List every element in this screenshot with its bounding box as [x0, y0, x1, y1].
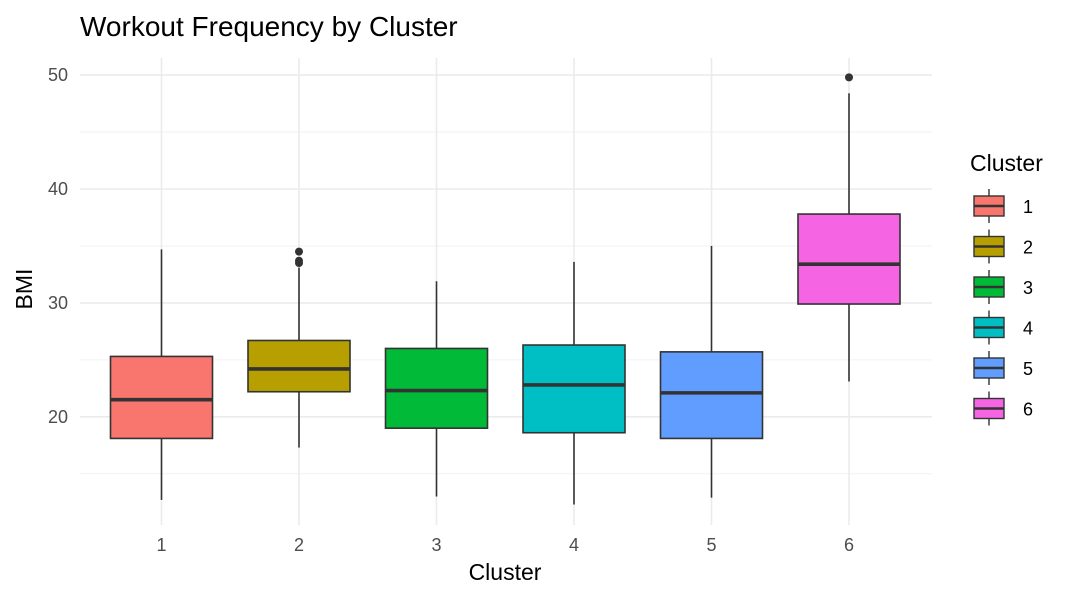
- y-tick-label: 30: [48, 293, 68, 313]
- box-cluster-1: [109, 249, 214, 500]
- y-tick-label: 40: [48, 179, 68, 199]
- legend-label: 5: [1023, 359, 1033, 379]
- legend-item-3: 3: [973, 270, 1033, 304]
- x-tick-label: 4: [569, 535, 579, 555]
- legend-item-4: 4: [973, 310, 1033, 345]
- legend-label: 6: [1023, 400, 1033, 420]
- outlier-point: [845, 73, 853, 82]
- box-cluster-5: [659, 245, 764, 498]
- x-tick-label: 6: [844, 535, 854, 555]
- outlier-point: [295, 247, 303, 256]
- legend-label: 3: [1023, 278, 1033, 298]
- legend-item-2: 2: [973, 229, 1033, 264]
- box-iqr: [659, 351, 764, 440]
- box-iqr: [797, 213, 901, 305]
- box-iqr: [522, 344, 626, 434]
- legend-label: 4: [1023, 319, 1033, 339]
- box-cluster-4: [522, 261, 626, 505]
- x-axis-title: Cluster: [469, 559, 542, 585]
- box-cluster-3: [384, 281, 489, 497]
- x-tick-label: 2: [294, 535, 304, 555]
- boxes: [109, 73, 901, 505]
- box-cluster-2: [247, 247, 351, 448]
- axes: 20 30 40 50 1 2 3 4 5 6: [48, 65, 854, 555]
- legend-item-1: 1: [973, 189, 1033, 223]
- y-axis-title: BMI: [11, 269, 37, 310]
- box-cluster-6: [797, 73, 901, 382]
- box-iqr: [384, 347, 489, 429]
- legend-item-5: 5: [973, 351, 1033, 385]
- legend-label: 2: [1023, 238, 1033, 258]
- x-tick-label: 1: [156, 535, 166, 555]
- legend: Cluster 1 2 3 4 5 6: [970, 150, 1043, 426]
- legend-title: Cluster: [970, 150, 1043, 176]
- chart-title: Workout Frequency by Cluster: [80, 11, 458, 42]
- box-iqr: [247, 339, 351, 393]
- box-iqr: [109, 355, 214, 440]
- x-tick-label: 3: [431, 535, 441, 555]
- outlier-point: [295, 256, 303, 265]
- y-tick-label: 50: [48, 65, 68, 85]
- legend-item-6: 6: [973, 391, 1033, 426]
- y-tick-label: 20: [48, 407, 68, 427]
- x-tick-label: 5: [706, 535, 716, 555]
- legend-label: 1: [1023, 197, 1033, 217]
